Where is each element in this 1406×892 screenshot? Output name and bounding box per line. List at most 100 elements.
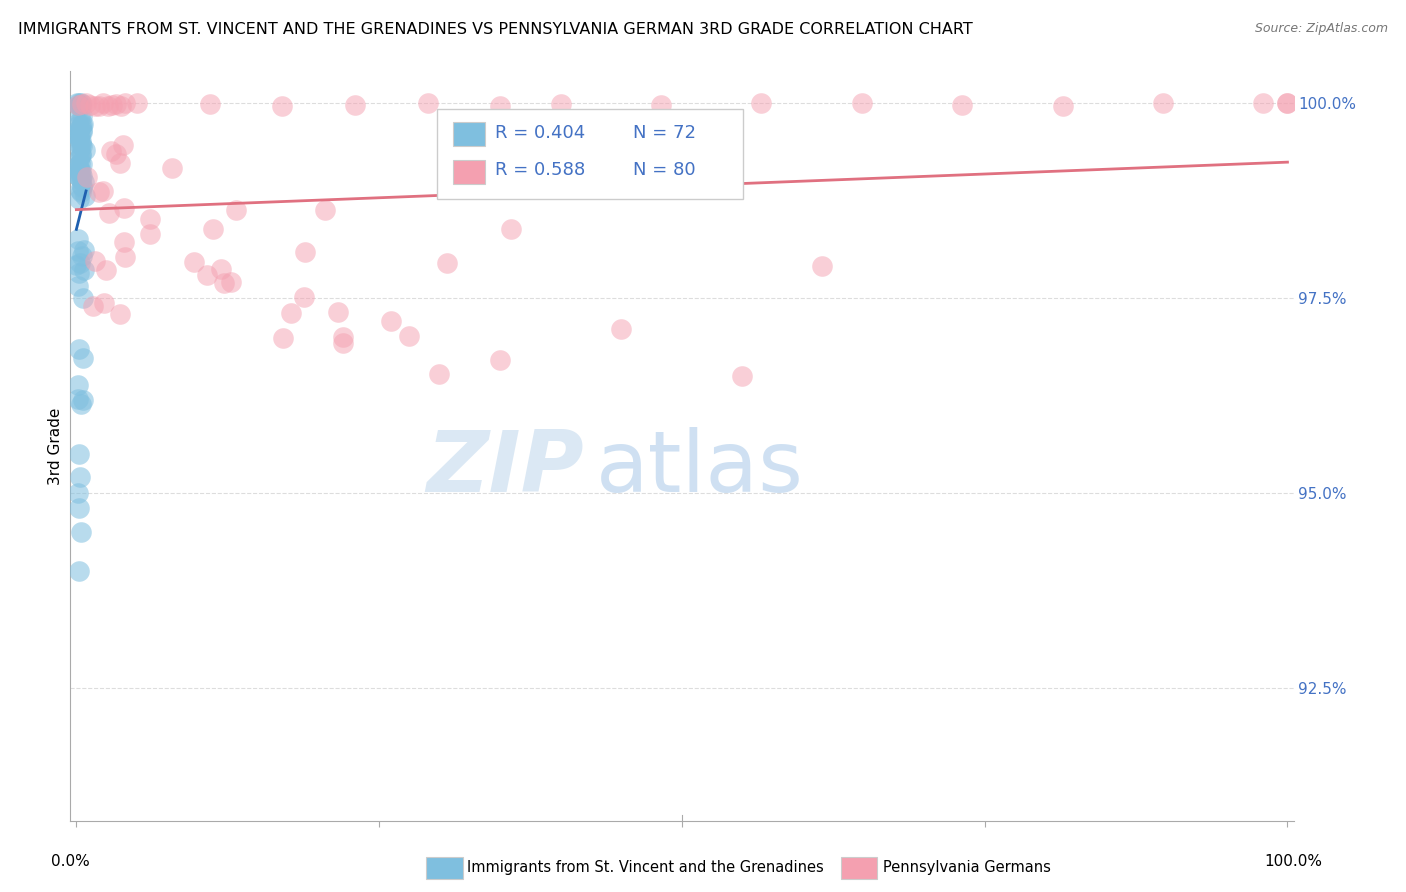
Point: [343, 98, 366, 112]
FancyBboxPatch shape: [437, 109, 744, 199]
Point: [66, 116, 89, 130]
Point: [97, 205, 120, 219]
Point: [219, 276, 242, 290]
Point: [105, 147, 128, 161]
Point: [72, 180, 94, 194]
Point: [67, 501, 90, 516]
Point: [332, 335, 354, 350]
Point: [76, 170, 98, 185]
Point: [209, 261, 232, 276]
Point: [202, 221, 225, 235]
Text: R = 0.404: R = 0.404: [495, 124, 585, 142]
Point: [332, 330, 354, 344]
Point: [69, 164, 91, 178]
Point: [66, 163, 89, 178]
Text: ZIP: ZIP: [426, 427, 583, 510]
Point: [489, 353, 512, 368]
Point: [66, 159, 89, 173]
Point: [69, 128, 91, 142]
Point: [610, 322, 633, 336]
Point: [66, 392, 89, 407]
Point: [114, 95, 136, 110]
Point: [110, 99, 132, 113]
Point: [65, 259, 87, 273]
Point: [67, 192, 90, 206]
Point: [1277, 95, 1299, 110]
Point: [489, 99, 512, 113]
Point: [214, 276, 236, 290]
Point: [97, 98, 120, 112]
Point: [108, 307, 131, 321]
Point: [69, 256, 91, 270]
Point: [1251, 95, 1274, 110]
Text: Immigrants from St. Vincent and the Grenadines: Immigrants from St. Vincent and the Gren…: [467, 861, 824, 875]
Point: [94, 263, 117, 277]
Text: atlas: atlas: [596, 427, 804, 510]
Point: [67, 122, 90, 136]
Point: [851, 96, 873, 111]
Point: [436, 255, 458, 269]
Point: [105, 96, 128, 111]
Point: [416, 96, 439, 111]
Point: [271, 330, 294, 344]
Point: [69, 142, 91, 156]
Point: [751, 95, 773, 110]
Point: [73, 175, 96, 189]
Point: [67, 343, 90, 357]
Point: [811, 259, 834, 273]
Point: [1277, 95, 1299, 110]
Point: [66, 119, 89, 133]
FancyBboxPatch shape: [453, 122, 485, 146]
Text: IMMIGRANTS FROM ST. VINCENT AND THE GRENADINES VS PENNSYLVANIA GERMAN 3RD GRADE : IMMIGRANTS FROM ST. VINCENT AND THE GREN…: [18, 22, 973, 37]
Point: [70, 135, 93, 149]
Text: Source: ZipAtlas.com: Source: ZipAtlas.com: [1254, 22, 1388, 36]
Point: [70, 178, 93, 193]
Point: [87, 186, 110, 200]
Point: [427, 367, 450, 381]
Point: [67, 98, 90, 112]
Point: [314, 203, 336, 218]
Point: [294, 245, 316, 260]
Point: [70, 99, 93, 113]
Point: [67, 158, 90, 172]
Point: [67, 162, 90, 177]
Point: [70, 169, 93, 184]
Point: [650, 98, 672, 112]
Point: [328, 304, 350, 318]
Point: [66, 244, 89, 259]
Point: [69, 109, 91, 123]
Point: [69, 146, 91, 161]
Point: [67, 130, 90, 145]
Point: [1152, 95, 1174, 110]
Point: [67, 136, 90, 151]
Point: [72, 291, 94, 305]
Point: [70, 118, 93, 132]
Point: [72, 157, 94, 171]
Point: [66, 232, 89, 246]
Point: [72, 116, 94, 130]
Point: [66, 98, 89, 112]
Point: [67, 95, 90, 110]
Point: [65, 128, 87, 142]
Point: [69, 470, 91, 484]
Point: [108, 156, 131, 170]
Point: [75, 143, 97, 157]
Point: [398, 328, 420, 343]
Point: [66, 95, 89, 110]
Point: [69, 147, 91, 161]
Point: [70, 123, 93, 137]
Point: [69, 150, 91, 164]
Point: [160, 161, 183, 176]
Y-axis label: 3rd Grade: 3rd Grade: [48, 408, 63, 484]
Point: [66, 485, 89, 500]
Point: [69, 119, 91, 133]
Point: [139, 212, 162, 227]
Text: N = 80: N = 80: [633, 161, 696, 179]
Text: 0.0%: 0.0%: [51, 855, 90, 870]
Point: [91, 184, 114, 198]
Point: [271, 99, 294, 113]
Point: [950, 98, 973, 112]
Point: [72, 393, 94, 408]
Point: [70, 524, 93, 539]
Point: [67, 564, 90, 578]
